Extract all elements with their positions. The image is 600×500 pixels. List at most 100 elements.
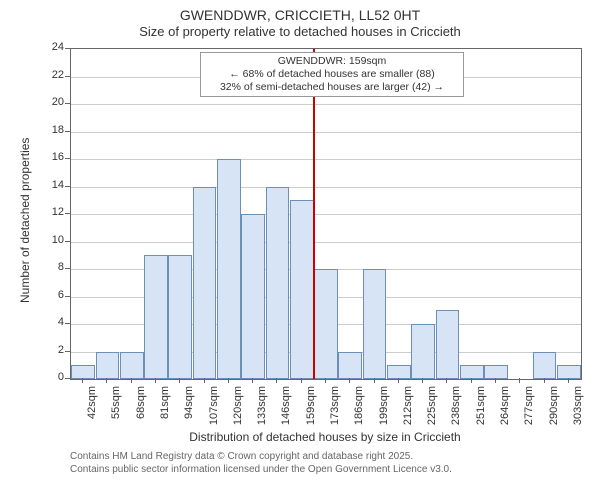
x-tick [471,378,472,383]
bar [484,365,508,379]
x-tick-label: 146sqm [280,386,292,426]
bar [71,365,95,379]
gridline [71,214,581,215]
x-tick-label: 133sqm [256,386,268,426]
bar [266,187,290,380]
x-tick [495,378,496,383]
y-tick-label: 0 [36,371,64,383]
bar [120,352,144,380]
annotation-line: 32% of semi-detached houses are larger (… [207,81,457,94]
x-tick [204,378,205,383]
x-tick-label: 68sqm [135,386,147,426]
x-tick-label: 120sqm [232,386,244,426]
y-tick [65,378,70,379]
y-tick-label: 16 [36,151,64,163]
y-tick-label: 12 [36,206,64,218]
bar [217,159,241,379]
bar [241,214,265,379]
x-tick [519,378,520,383]
bar [338,352,362,380]
y-tick [65,296,70,297]
gridline [71,132,581,133]
bar [557,365,581,379]
y-tick [65,103,70,104]
x-tick [106,378,107,383]
x-tick [422,378,423,383]
y-tick-label: 18 [36,124,64,136]
y-tick [65,268,70,269]
x-tick [82,378,83,383]
x-tick [301,378,302,383]
y-tick-label: 22 [36,69,64,81]
bar [387,365,411,379]
x-tick-label: 251sqm [475,386,487,426]
gridline [71,159,581,160]
reference-line [313,49,315,379]
y-tick [65,241,70,242]
y-tick-label: 10 [36,234,64,246]
chart-container: GWENDDWR, CRICCIETH, LL52 0HT Size of pr… [0,0,600,500]
gridline [71,242,581,243]
chart-footer: Contains HM Land Registry data © Crown c… [70,450,452,476]
x-tick-label: 238sqm [450,386,462,426]
x-tick-label: 94sqm [183,386,195,426]
footer-line: Contains public sector information licen… [70,463,452,476]
annotation-line: GWENDDWR: 159sqm [207,55,457,68]
x-tick-label: 277sqm [523,386,535,426]
x-tick [568,378,569,383]
bar [314,269,338,379]
y-tick [65,186,70,187]
x-tick-label: 42sqm [86,386,98,426]
y-tick [65,76,70,77]
bar [411,324,435,379]
y-tick-label: 20 [36,96,64,108]
x-tick-label: 225sqm [426,386,438,426]
y-tick-label: 4 [36,316,64,328]
y-tick [65,158,70,159]
bar [290,200,314,379]
x-tick-label: 212sqm [402,386,414,426]
chart-title: GWENDDWR, CRICCIETH, LL52 0HT [0,0,600,24]
x-tick [252,378,253,383]
footer-line: Contains HM Land Registry data © Crown c… [70,450,452,463]
y-tick-label: 14 [36,179,64,191]
y-tick-label: 2 [36,344,64,356]
x-tick [374,378,375,383]
y-tick-label: 6 [36,289,64,301]
annotation-line: ← 68% of detached houses are smaller (88… [207,68,457,81]
x-axis-label: Distribution of detached houses by size … [70,430,580,444]
y-tick-label: 24 [36,41,64,53]
x-tick [446,378,447,383]
annotation-box: GWENDDWR: 159sqm ← 68% of detached house… [200,52,464,97]
bar [144,255,168,379]
x-tick-label: 159sqm [305,386,317,426]
bar [436,310,460,379]
plot-area [70,48,582,380]
x-tick-label: 81sqm [159,386,171,426]
y-tick [65,323,70,324]
x-tick-label: 186sqm [353,386,365,426]
chart-subtitle: Size of property relative to detached ho… [0,24,600,39]
x-tick-label: 55sqm [110,386,122,426]
x-tick-label: 107sqm [208,386,220,426]
y-tick-label: 8 [36,261,64,273]
y-tick [65,351,70,352]
bar [96,352,120,380]
x-tick [228,378,229,383]
y-tick [65,131,70,132]
x-tick [276,378,277,383]
x-tick-label: 199sqm [378,386,390,426]
gridline [71,104,581,105]
x-tick [544,378,545,383]
x-tick [155,378,156,383]
bar [363,269,387,379]
x-tick [131,378,132,383]
y-axis-label: Number of detached properties [18,138,32,303]
x-tick [325,378,326,383]
x-tick [349,378,350,383]
gridline [71,187,581,188]
y-tick [65,213,70,214]
bar [168,255,192,379]
x-tick-label: 303sqm [572,386,584,426]
y-tick [65,48,70,49]
